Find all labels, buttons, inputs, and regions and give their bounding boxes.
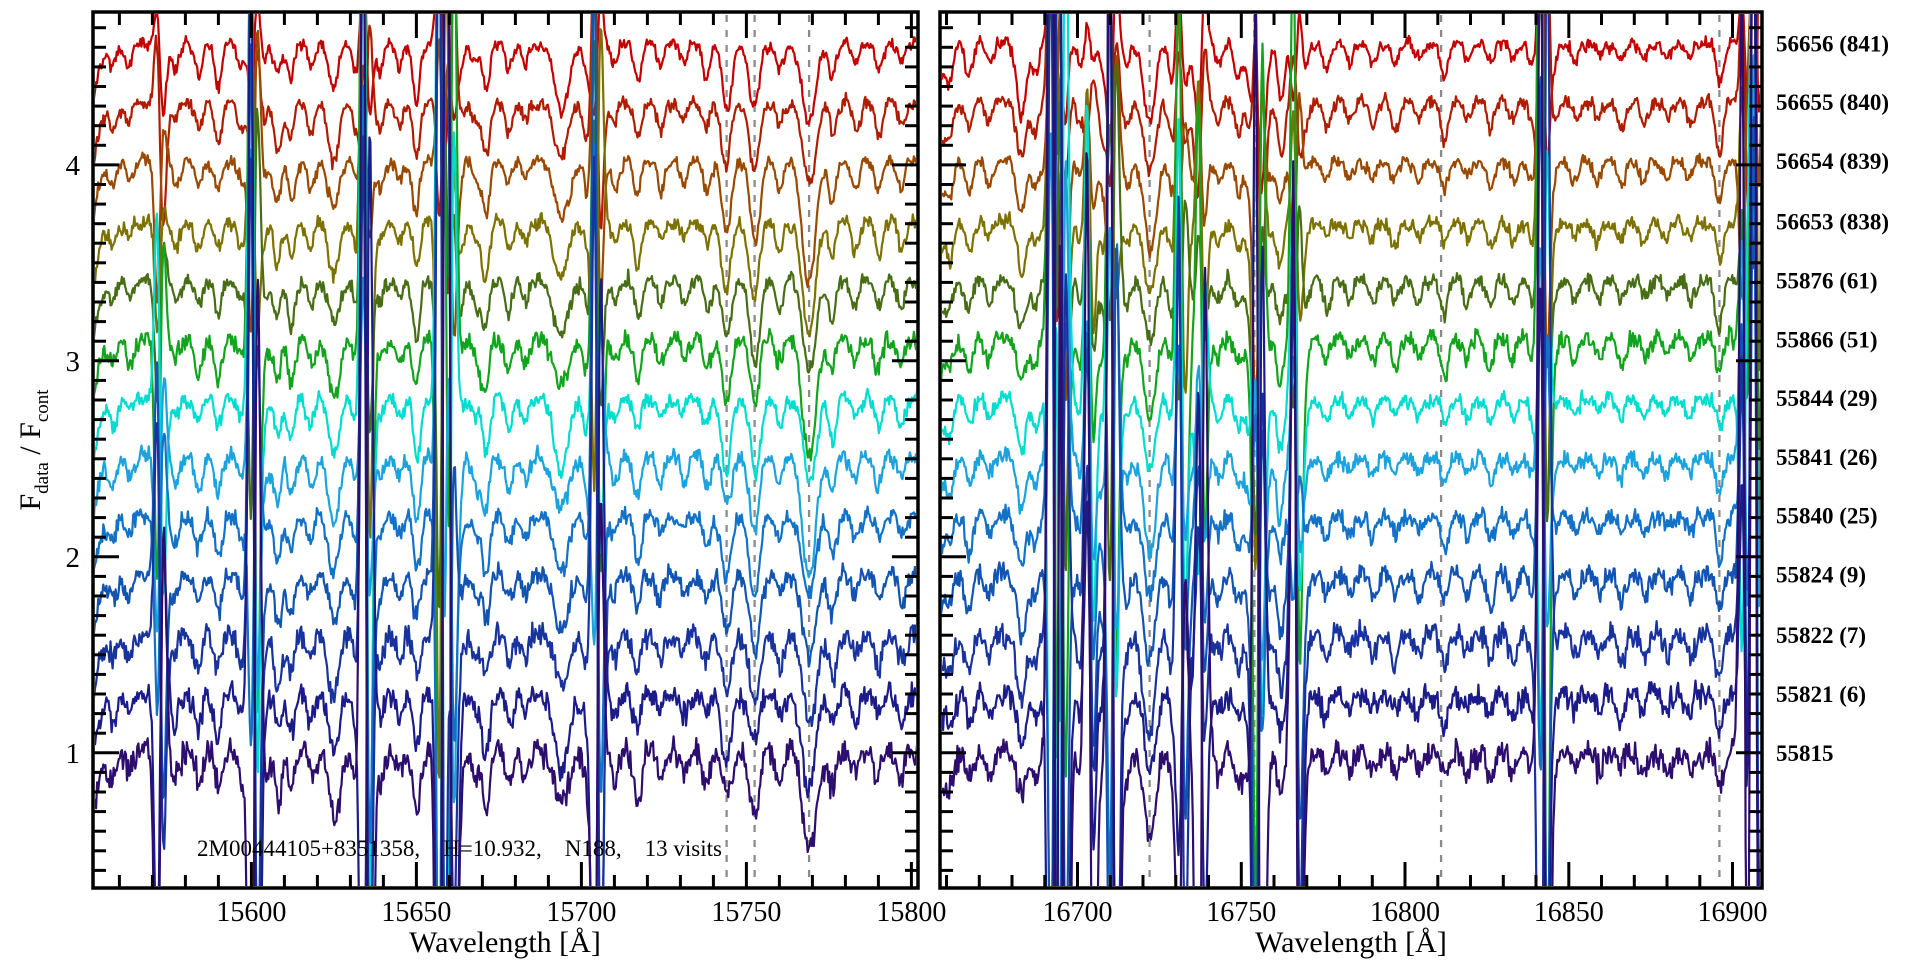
spectrum-line: [942, 14, 1760, 886]
spectrum-line: [95, 14, 916, 150]
y-tick-label: 2: [66, 542, 81, 574]
spectrum-line: [942, 14, 1759, 886]
spectrum-line: [942, 14, 1760, 418]
axes-layer: [91, 10, 1764, 890]
spectrum-line: [942, 54, 1760, 886]
visit-labels-layer: 56656 (841) 56655 (840) 56654 (839) 56653 (…: [1776, 31, 1889, 765]
x-tick-label: 15600: [216, 897, 286, 928]
spectrum-line: [95, 14, 916, 886]
spectrum-line: [942, 14, 1760, 886]
spectrum-line: [95, 14, 916, 886]
y-axis-label: Fdata / Fcont: [14, 389, 53, 511]
visit-label: 55876 (61): [1776, 269, 1878, 294]
spectrum-line: [95, 84, 916, 609]
y-tick-label: 3: [66, 346, 81, 378]
visit-label: 56653 (838): [1776, 210, 1889, 235]
spectrum-line: [95, 14, 916, 886]
x-axis-label-right: Wavelength [Å]: [1255, 926, 1447, 959]
x-tick-label: 16700: [1043, 897, 1113, 928]
panel-border: [91, 10, 920, 890]
x-tick-label: 15750: [711, 897, 781, 928]
spectrum-line: [942, 14, 1760, 886]
y-tick-label: 1: [66, 738, 81, 770]
visit-label: 56655 (840): [1776, 90, 1889, 115]
spectrum-line: [942, 14, 1760, 886]
spectrum-line: [95, 14, 916, 886]
spectrum-line: [95, 14, 916, 337]
panel-border: [938, 10, 1764, 890]
spectrum-line: [95, 14, 916, 886]
visit-label: 55840 (25): [1776, 504, 1878, 529]
visit-label: 55866 (51): [1776, 327, 1878, 352]
spectrum-line: [95, 14, 916, 804]
x-tick-label: 16800: [1370, 897, 1440, 928]
annotation-star-info: 2M00444105+8351358, H=10.932, N188, 13 v…: [197, 836, 722, 861]
x-tick-label: 15800: [876, 897, 946, 928]
x-tick-label: 15700: [546, 897, 616, 928]
visit-label: 55822 (7): [1776, 623, 1866, 648]
x-tick-label: 15650: [381, 897, 451, 928]
spectrum-line: [942, 14, 1759, 325]
spectrum-line: [942, 14, 1759, 886]
y-tick-label: 4: [66, 150, 81, 182]
tick-labels-layer: 15600 15650 15700 15750 15800 16700 16750 16800…: [66, 150, 1768, 928]
visit-label: 56656 (841): [1776, 31, 1889, 56]
visit-label: 55824 (9): [1776, 562, 1866, 587]
x-tick-label: 16900: [1698, 897, 1768, 928]
spectrum-line: [95, 14, 916, 886]
visit-label: 55815: [1776, 741, 1834, 766]
spectrum-line: [95, 14, 916, 886]
spectrum-line: [942, 14, 1760, 571]
spectra-layer: [95, 14, 1760, 886]
spectrum-line: [95, 14, 916, 779]
visit-label: 56654 (839): [1776, 149, 1889, 174]
spectrum-line: [942, 14, 1760, 195]
spectrum-line: [95, 14, 916, 295]
visit-label: 55844 (29): [1776, 386, 1878, 411]
x-axis-label-left: Wavelength [Å]: [409, 926, 601, 959]
x-tick-label: 16750: [1206, 897, 1276, 928]
x-tick-label: 16850: [1534, 897, 1604, 928]
spectrum-line: [942, 14, 1760, 582]
visit-label: 55841 (26): [1776, 445, 1878, 470]
visit-label: 55821 (6): [1776, 682, 1866, 707]
spectrum-line: [942, 14, 1760, 886]
